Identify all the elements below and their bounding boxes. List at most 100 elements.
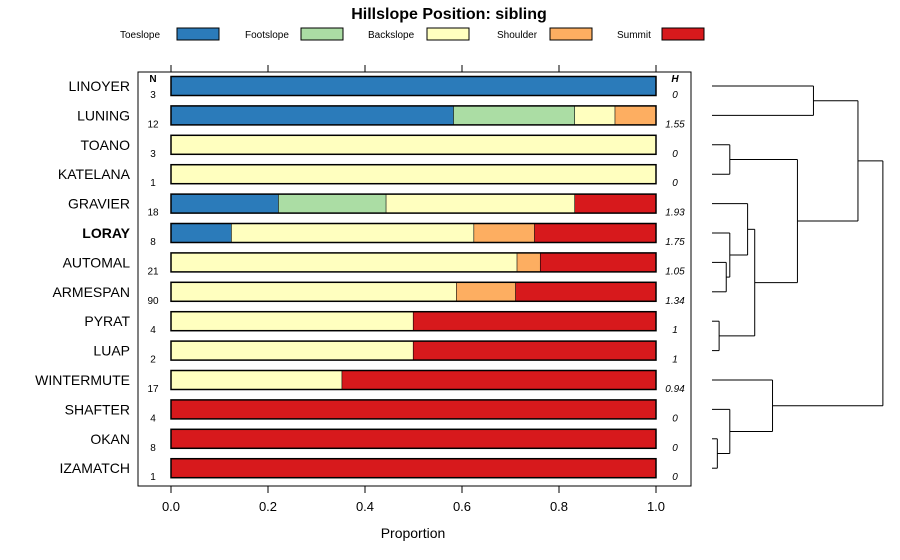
n-value-gravier: 18 (147, 208, 159, 219)
row-label-toano: TOANO (80, 137, 130, 153)
bar-outline-automal (170, 252, 657, 273)
n-value-katelana: 1 (150, 178, 156, 189)
dendrogram (712, 85, 884, 469)
bar-segment-izamatch-summit (171, 458, 656, 478)
legend-swatch-backslope (426, 27, 470, 41)
bar-outline-gravier (170, 193, 657, 214)
bar-segment-wintermute-summit (342, 370, 656, 390)
legend-swatch-toeslope (176, 27, 220, 41)
bar-segment-armespan-shoulder (456, 282, 516, 302)
row-label-linoyer: LINOYER (69, 78, 130, 94)
bar-segment-armespan-summit (515, 282, 656, 302)
bar-segment-pyrat-backslope (171, 311, 414, 331)
n-value-pyrat: 4 (150, 325, 156, 336)
row-label-automal: AUTOMAL (63, 254, 131, 270)
bar-outline-wintermute (170, 369, 657, 391)
h-value-okan: 0 (672, 443, 678, 454)
plot-frame (137, 71, 692, 487)
bar-segment-gravier-toeslope (171, 194, 279, 214)
bar-outline-linoyer (170, 75, 657, 97)
bar-segment-loray-shoulder (474, 223, 535, 243)
bar-segment-gravier-summit (575, 194, 656, 214)
n-value-toano: 3 (150, 149, 156, 160)
chart-title: Hillslope Position: sibling (351, 6, 547, 23)
bar-outline-okan (170, 428, 657, 450)
bar-segment-luap-backslope (171, 341, 414, 361)
legend-label-toeslope: Toeslope (120, 30, 160, 41)
n-value-okan: 8 (150, 443, 156, 454)
n-value-automal: 21 (147, 266, 159, 277)
h-value-toano: 0 (672, 149, 678, 160)
n-value-luning: 12 (147, 119, 159, 130)
n-value-loray: 8 (150, 237, 156, 248)
n-value-shafter: 4 (150, 413, 156, 424)
h-value-loray: 1.75 (665, 237, 685, 248)
row-label-pyrat: PYRAT (84, 313, 130, 329)
bar-segment-linoyer-toeslope (171, 76, 656, 96)
row-label-katelana: KATELANA (58, 166, 131, 182)
bar-outline-luning (170, 105, 657, 126)
bar-outline-toano (170, 134, 657, 156)
h-value-automal: 1.05 (665, 266, 685, 277)
row-label-shafter: SHAFTER (65, 401, 130, 417)
legend-label-footslope: Footslope (245, 30, 289, 41)
bar-segment-luning-footslope (453, 105, 576, 125)
bar-segment-loray-toeslope (171, 223, 232, 243)
row-label-wintermute: WINTERMUTE (35, 372, 130, 388)
tick-label-3: 0.6 (453, 499, 471, 514)
bar-segment-toano-backslope (171, 135, 656, 155)
legend-swatch-footslope (300, 27, 344, 41)
h-value-katelana: 0 (672, 178, 678, 189)
bar-segment-luning-shoulder (615, 105, 656, 125)
bar-segment-armespan-backslope (171, 282, 457, 302)
legend-swatch-shoulder (549, 27, 593, 41)
h-value-linoyer: 0 (672, 90, 678, 101)
bar-segment-luning-toeslope (171, 105, 454, 125)
bar-outline-luap (170, 340, 657, 361)
h-value-armespan: 1.34 (665, 296, 685, 307)
h-value-shafter: 0 (672, 413, 678, 424)
row-label-luning: LUNING (77, 107, 130, 123)
bar-segment-gravier-footslope (278, 194, 387, 214)
bar-outline-izamatch (170, 457, 657, 479)
bar-segment-shafter-summit (171, 399, 656, 419)
n-value-linoyer: 3 (150, 90, 156, 101)
legend-label-shoulder: Shoulder (497, 30, 538, 41)
bar-outline-pyrat (170, 310, 657, 332)
bar-segment-pyrat-summit (413, 311, 656, 331)
bar-segment-automal-shoulder (517, 252, 541, 272)
legend-label-backslope: Backslope (368, 30, 415, 41)
row-label-luap: LUAP (93, 343, 130, 359)
bar-segment-wintermute-backslope (171, 370, 343, 390)
h-value-gravier: 1.93 (665, 208, 685, 219)
bar-segment-loray-backslope (231, 223, 475, 243)
tick-label-0: 0.0 (162, 499, 180, 514)
row-label-armespan: ARMESPAN (52, 284, 130, 300)
legend: Toeslope Footslope Backslope Shoulder Summit (120, 27, 705, 41)
bar-segment-luning-backslope (575, 105, 616, 125)
tick-label-4: 0.8 (550, 499, 568, 514)
h-column-header: H (671, 74, 679, 85)
n-value-izamatch: 1 (150, 472, 156, 483)
bar-outline-armespan (170, 281, 657, 303)
h-value-luap: 1 (672, 355, 678, 366)
tick-label-1: 0.2 (259, 499, 277, 514)
tick-label-5: 1.0 (647, 499, 665, 514)
n-column-header: N (149, 74, 156, 85)
h-value-luning: 1.55 (665, 119, 685, 130)
bar-segment-automal-summit (540, 252, 656, 272)
h-value-pyrat: 1 (672, 325, 678, 336)
n-value-luap: 2 (150, 355, 156, 366)
bar-segment-luap-summit (413, 341, 656, 361)
h-value-wintermute: 0.94 (665, 384, 685, 395)
bar-segment-loray-summit (534, 223, 656, 243)
bar-segment-katelana-backslope (171, 164, 656, 184)
h-value-izamatch: 0 (672, 472, 678, 483)
x-axis-ticks: 0.0 0.2 0.4 0.6 0.8 1.0 (162, 65, 665, 514)
bar-segment-okan-summit (171, 429, 656, 449)
row-label-izamatch: IZAMATCH (59, 460, 130, 476)
n-value-armespan: 90 (147, 296, 159, 307)
legend-label-summit: Summit (617, 30, 651, 41)
